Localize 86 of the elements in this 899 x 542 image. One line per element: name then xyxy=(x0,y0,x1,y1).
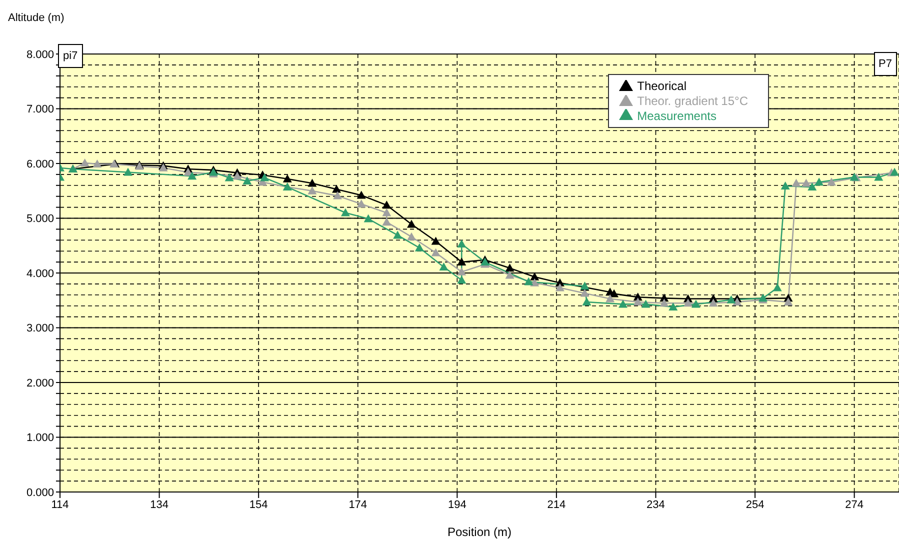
point xyxy=(772,283,782,292)
x-tick-label: 254 xyxy=(746,498,764,511)
point xyxy=(530,272,540,280)
point xyxy=(333,191,342,200)
x-tick-label: 154 xyxy=(249,498,268,511)
point xyxy=(708,298,718,307)
point xyxy=(524,277,534,286)
point xyxy=(340,208,350,216)
point xyxy=(660,298,669,307)
point xyxy=(874,172,884,181)
annotation: pi7 xyxy=(58,44,83,68)
point xyxy=(814,178,824,186)
point xyxy=(356,200,366,208)
point xyxy=(457,276,466,284)
point xyxy=(332,184,342,193)
point xyxy=(606,294,615,302)
point xyxy=(382,218,392,226)
point xyxy=(530,278,540,286)
point xyxy=(580,288,590,297)
point xyxy=(92,160,102,168)
point xyxy=(232,172,242,180)
point xyxy=(582,298,592,306)
point xyxy=(555,283,564,292)
point xyxy=(431,248,440,256)
point xyxy=(457,239,466,248)
x-tick-label: 234 xyxy=(646,498,665,511)
point xyxy=(282,174,292,182)
point xyxy=(633,298,642,306)
point xyxy=(224,173,234,182)
x-tick-label: 134 xyxy=(150,498,168,511)
x-axis-title: Position (m) xyxy=(446,525,512,539)
point xyxy=(732,298,742,306)
x-tick-label: 114 xyxy=(51,498,69,511)
y-tick-label: 8.000 xyxy=(26,48,54,61)
point xyxy=(431,236,440,245)
point xyxy=(382,208,392,216)
point xyxy=(802,178,811,187)
x-tick-label: 214 xyxy=(547,498,566,511)
point xyxy=(308,186,317,194)
point xyxy=(393,230,402,239)
point xyxy=(505,264,514,272)
point xyxy=(641,300,650,308)
point xyxy=(382,200,392,209)
y-tick-label: 0.000 xyxy=(26,486,54,499)
point xyxy=(792,178,801,187)
y-tick-label: 2.000 xyxy=(26,377,54,390)
point xyxy=(439,262,448,270)
point xyxy=(780,181,790,190)
point xyxy=(684,298,693,307)
point xyxy=(260,173,270,182)
point xyxy=(726,295,736,304)
point xyxy=(457,258,466,266)
point xyxy=(188,172,197,180)
point xyxy=(890,168,899,176)
point xyxy=(826,178,836,186)
legend-label: Theor. gradient 15°C xyxy=(637,94,748,108)
point xyxy=(80,158,90,166)
point xyxy=(505,270,514,279)
point xyxy=(668,302,678,310)
y-tick-label: 5.000 xyxy=(26,213,54,226)
point xyxy=(808,182,817,191)
y-tick-label: 1.000 xyxy=(26,432,54,444)
y-tick-label: 3.000 xyxy=(26,322,54,335)
point xyxy=(457,267,466,276)
point xyxy=(618,300,628,308)
point xyxy=(356,190,366,199)
x-tick-label: 194 xyxy=(448,498,466,511)
point xyxy=(124,168,133,176)
point xyxy=(406,220,416,228)
x-tick-label: 274 xyxy=(845,498,864,511)
point xyxy=(406,232,416,240)
annotation: P7 xyxy=(874,52,897,76)
legend-label: Measurements xyxy=(637,108,716,123)
y-tick-label: 7.000 xyxy=(26,104,54,116)
point xyxy=(610,289,619,298)
point xyxy=(784,298,793,306)
y-tick-label: 4.000 xyxy=(26,268,54,280)
point xyxy=(364,214,373,222)
x-tick-label: 174 xyxy=(348,498,368,511)
legend-label: Theorical xyxy=(637,79,686,93)
point xyxy=(691,300,700,308)
y-tick-label: 6.000 xyxy=(26,158,54,170)
point xyxy=(414,243,424,252)
y-axis-title: Altitude (m) xyxy=(8,12,64,24)
point xyxy=(242,176,252,185)
point xyxy=(308,178,317,187)
